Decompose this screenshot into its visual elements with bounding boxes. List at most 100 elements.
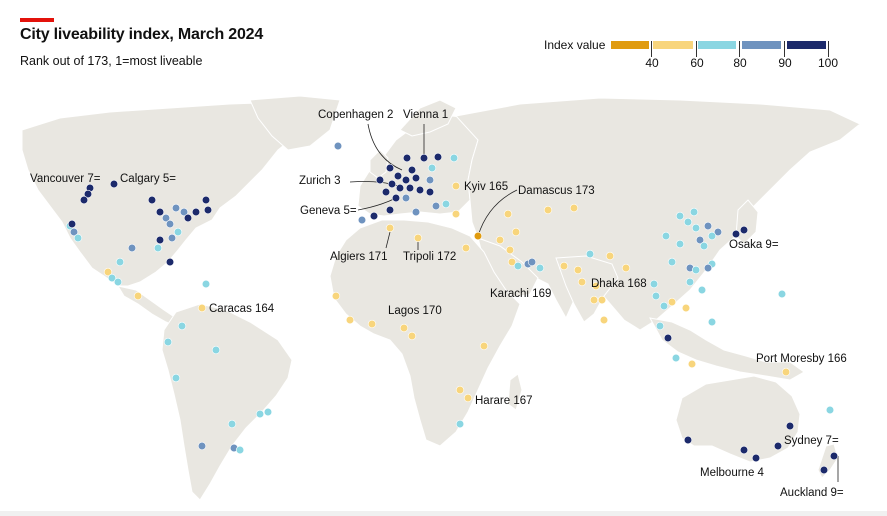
- city-dot: [511, 227, 521, 237]
- label-caracas: Caracas 164: [209, 303, 275, 315]
- city-dot: [103, 267, 113, 277]
- city-dot-copenhagen: [402, 153, 412, 163]
- city-dot: [589, 295, 599, 305]
- city-dot-calgary: [109, 179, 119, 189]
- legend-swatch-80-90: [742, 41, 781, 49]
- city-dot: [621, 263, 631, 273]
- legend-tick-80: 80: [733, 56, 747, 70]
- south-america-land: [161, 303, 293, 501]
- land-masses: [21, 95, 861, 501]
- city-dot: [127, 243, 137, 253]
- city-dot: [683, 435, 693, 445]
- city-dot: [115, 257, 125, 267]
- city-dot: [449, 153, 459, 163]
- city-dot-karachi: [559, 261, 569, 271]
- label-auckland: Auckland 9=: [780, 487, 844, 499]
- city-dot: [407, 165, 417, 175]
- label-karachi: Karachi 169: [490, 288, 551, 300]
- city-dot: [401, 175, 411, 185]
- city-dot: [667, 297, 677, 307]
- city-dot: [331, 291, 341, 301]
- city-dot-tripoli: [413, 233, 423, 243]
- label-lagos: Lagos 170: [388, 305, 442, 317]
- greenland-land: [249, 95, 341, 151]
- city-dot: [663, 333, 673, 343]
- city-dot: [605, 251, 615, 261]
- city-dot: [441, 199, 451, 209]
- city-dot: [171, 373, 181, 383]
- city-dot: [703, 263, 713, 273]
- legend-swatch-90-100: [787, 41, 826, 49]
- city-dot: [385, 205, 395, 215]
- india-land: [555, 255, 619, 323]
- city-dot: [427, 163, 437, 173]
- city-dot: [381, 187, 391, 197]
- label-kyiv: Kyiv 165: [464, 181, 508, 193]
- city-dot: [505, 245, 515, 255]
- city-dot: [597, 295, 607, 305]
- city-dot: [73, 233, 83, 243]
- label-vienna: Vienna 1: [403, 109, 448, 121]
- city-dot: [825, 405, 835, 415]
- label-zurich: Zurich 3: [299, 175, 341, 187]
- city-dot: [393, 171, 403, 181]
- label-tripoli: Tripoli 172: [403, 251, 456, 263]
- city-dot: [697, 285, 707, 295]
- city-dot-port-moresby: [781, 367, 791, 377]
- city-dot: [513, 261, 523, 271]
- city-dot: [367, 319, 377, 329]
- city-dot: [649, 279, 659, 289]
- city-dot: [255, 409, 265, 419]
- city-dot: [411, 173, 421, 183]
- footer-strip: [0, 511, 887, 516]
- city-dot: [687, 359, 697, 369]
- label-sydney: Sydney 7=: [784, 435, 839, 447]
- city-dot: [655, 321, 665, 331]
- city-dot: [415, 185, 425, 195]
- legend-swatch-0-40: [611, 41, 649, 49]
- city-dot-algiers: [385, 223, 395, 233]
- city-dot: [713, 227, 723, 237]
- city-dot: [411, 207, 421, 217]
- city-dot: [357, 215, 367, 225]
- city-dot-lagos: [399, 323, 409, 333]
- city-dot: [527, 257, 537, 267]
- city-dot: [407, 331, 417, 341]
- city-dot: [161, 213, 171, 223]
- label-calgary: Calgary 5=: [120, 173, 176, 185]
- city-dot: [201, 195, 211, 205]
- city-dot: [785, 421, 795, 431]
- city-labels: Copenhagen 2 Vienna 1 Zurich 3 Geneva 5=…: [30, 109, 847, 499]
- africa-land: [329, 219, 521, 447]
- city-dot: [263, 407, 273, 417]
- city-dot: [155, 207, 165, 217]
- city-dot: [153, 243, 163, 253]
- city-dot: [133, 291, 143, 301]
- label-damascus: Damascus 173: [518, 185, 595, 197]
- city-dot: [585, 249, 595, 259]
- city-dot: [197, 441, 207, 451]
- city-dot: [171, 203, 181, 213]
- city-dot: [385, 163, 395, 173]
- city-dot-auckland: [829, 451, 839, 461]
- city-dot: [369, 211, 379, 221]
- city-dot: [777, 289, 787, 299]
- city-dot: [107, 273, 117, 283]
- city-dot: [433, 152, 443, 162]
- city-dot: [167, 233, 177, 243]
- city-dot: [599, 315, 609, 325]
- city-dot: [455, 419, 465, 429]
- chart-subtitle: Rank out of 173, 1=most liveable: [20, 54, 203, 68]
- legend-swatch-40-60: [653, 41, 693, 49]
- label-port-moresby: Port Moresby 166: [756, 353, 847, 365]
- city-dot: [69, 227, 79, 237]
- city-dot: [739, 225, 749, 235]
- city-dot: [113, 277, 123, 287]
- label-copenhagen: Copenhagen 2: [318, 109, 393, 121]
- city-dot: [67, 219, 77, 229]
- city-dot: [691, 265, 701, 275]
- label-melbourne: Melbourne 4: [700, 467, 765, 479]
- city-dot: [461, 243, 471, 253]
- southeast-asia-land: [649, 317, 805, 381]
